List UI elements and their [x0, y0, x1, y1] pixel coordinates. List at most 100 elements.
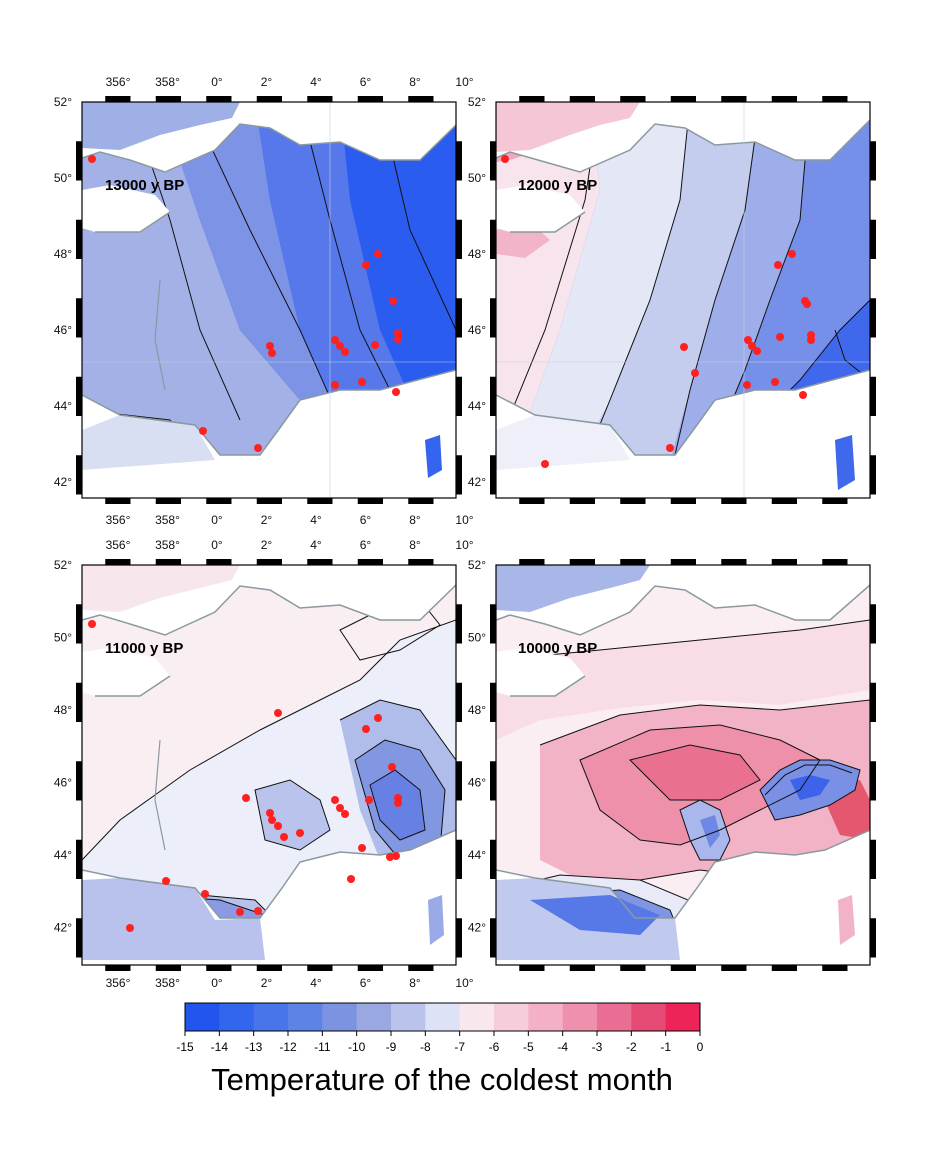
- y-tick-label: 52°: [54, 558, 72, 572]
- x-tick-label-bottom: 4°: [310, 976, 322, 990]
- y-tick-label: 44°: [54, 399, 72, 413]
- y-tick-label: 50°: [468, 171, 486, 185]
- x-tick-label-top: 2°: [261, 538, 273, 552]
- y-tick-label: 44°: [468, 848, 486, 862]
- colorbar-swatch: [253, 1003, 289, 1031]
- y-tick-label: 52°: [468, 558, 486, 572]
- colorbar-tick-label: -13: [245, 1040, 263, 1054]
- x-tick-label-bottom: 2°: [261, 976, 273, 990]
- frame-ticks: [490, 96, 876, 504]
- panel-label: 13000 y BP: [105, 177, 184, 194]
- colorbar-tick-label: -5: [523, 1040, 534, 1054]
- x-tick-label-top: 0°: [211, 75, 223, 89]
- x-tick-label-bottom: 6°: [360, 976, 372, 990]
- frame-ticks: [76, 559, 462, 971]
- colorbar-tick-label: -3: [592, 1040, 603, 1054]
- colorbar-swatch: [185, 1003, 220, 1031]
- x-tick-label-bottom: 358°: [155, 976, 180, 990]
- temperature-field: [82, 102, 456, 498]
- x-tick-label-bottom: 4°: [310, 513, 322, 527]
- x-tick-label-bottom: 10°: [455, 513, 473, 527]
- x-tick-label-bottom: 356°: [106, 976, 131, 990]
- colorbar-swatch: [356, 1003, 392, 1031]
- panel-label: 10000 y BP: [518, 640, 597, 657]
- x-tick-label-top: 356°: [106, 75, 131, 89]
- x-tick-label-top: 0°: [211, 538, 223, 552]
- y-tick-label: 42°: [54, 475, 72, 489]
- colorbar-tick-label: -9: [386, 1040, 397, 1054]
- x-tick-label-bottom: 8°: [409, 513, 421, 527]
- site-markers: [88, 620, 402, 932]
- y-tick-label: 48°: [54, 247, 72, 261]
- y-tick-label: 48°: [468, 247, 486, 261]
- x-tick-label-bottom: 0°: [211, 976, 223, 990]
- y-tick-label: 52°: [468, 95, 486, 109]
- colorbar-tick-label: -15: [176, 1040, 194, 1054]
- y-tick-label: 42°: [54, 921, 72, 935]
- colorbar-tick-label: -11: [314, 1040, 331, 1054]
- x-tick-label-bottom: 356°: [106, 513, 131, 527]
- temperature-field: [82, 565, 456, 965]
- y-tick-label: 46°: [468, 776, 486, 790]
- x-tick-label-top: 4°: [310, 538, 322, 552]
- colorbar-swatch: [665, 1003, 701, 1031]
- x-tick-label-bottom: 10°: [455, 976, 473, 990]
- site-markers: [501, 155, 815, 468]
- colorbar-tick-label: -2: [626, 1040, 637, 1054]
- axis-tick-labels: 356° 356° 358° 358° 0° 0° 2° 2° 4° 4° 6° 6° 8° 8° 10° 1…: [54, 75, 486, 990]
- colorbar-swatch: [631, 1003, 667, 1031]
- y-tick-label: 46°: [468, 323, 486, 337]
- colorbar: -15 -14 -13 -12 -11 -10 -9 -8 -7 -6 -5 -4 -3 -2 -1 0 Te…: [176, 1002, 704, 1097]
- x-tick-label-top: 356°: [106, 538, 131, 552]
- map-panel-13000: 13000 y BP: [76, 96, 462, 504]
- colorbar-swatch: [494, 1003, 529, 1031]
- colorbar-tick-label: -14: [211, 1040, 229, 1054]
- y-tick-label: 46°: [54, 323, 72, 337]
- y-tick-label: 44°: [54, 848, 72, 862]
- x-tick-label-top: 10°: [455, 75, 473, 89]
- x-tick-label-top: 6°: [360, 538, 372, 552]
- x-tick-label-bottom: 2°: [261, 513, 273, 527]
- x-tick-label-top: 358°: [155, 538, 180, 552]
- y-tick-label: 42°: [468, 475, 486, 489]
- temperature-field: [496, 565, 870, 965]
- colorbar-swatch: [425, 1003, 461, 1031]
- colorbar-swatch: [219, 1003, 255, 1031]
- frame-ticks: [490, 559, 876, 971]
- colorbar-swatch: [288, 1003, 323, 1031]
- colorbar-tick-label: 0: [697, 1040, 704, 1054]
- panel-label: 11000 y BP: [105, 640, 183, 657]
- colorbar-tick-label: -4: [557, 1040, 568, 1054]
- colorbar-tick-label: -8: [420, 1040, 431, 1054]
- y-tick-label: 44°: [468, 399, 486, 413]
- colorbar-tick-label: -6: [489, 1040, 500, 1054]
- colorbar-swatch: [322, 1003, 358, 1031]
- map-panel-10000: 10000 y BP: [490, 559, 876, 971]
- colorbar-swatches: [185, 1003, 701, 1031]
- x-tick-label-top: 8°: [409, 538, 421, 552]
- site-markers: [88, 155, 402, 452]
- y-tick-label: 42°: [468, 921, 486, 935]
- panel-label: 12000 y BP: [518, 177, 597, 194]
- x-tick-label-top: 8°: [409, 75, 421, 89]
- x-tick-label-bottom: 6°: [360, 513, 372, 527]
- colorbar-tick-label: -7: [454, 1040, 465, 1054]
- y-tick-label: 50°: [468, 631, 486, 645]
- x-tick-label-top: 4°: [310, 75, 322, 89]
- frame-ticks: [76, 96, 462, 504]
- colorbar-tick-label: -12: [279, 1040, 297, 1054]
- x-tick-label-top: 6°: [360, 75, 372, 89]
- colorbar-tick-label: -1: [660, 1040, 671, 1054]
- colorbar-swatch: [597, 1003, 632, 1031]
- x-tick-label-bottom: 8°: [409, 976, 421, 990]
- y-tick-label: 48°: [54, 703, 72, 717]
- y-tick-label: 50°: [54, 171, 72, 185]
- colorbar-title: Temperature of the coldest month: [211, 1062, 673, 1097]
- x-tick-label-top: 10°: [455, 538, 473, 552]
- temperature-field: [496, 102, 870, 498]
- x-tick-label-bottom: 358°: [155, 513, 180, 527]
- y-tick-label: 52°: [54, 95, 72, 109]
- map-panel-11000: 11000 y BP: [76, 559, 462, 971]
- x-tick-label-bottom: 0°: [211, 513, 223, 527]
